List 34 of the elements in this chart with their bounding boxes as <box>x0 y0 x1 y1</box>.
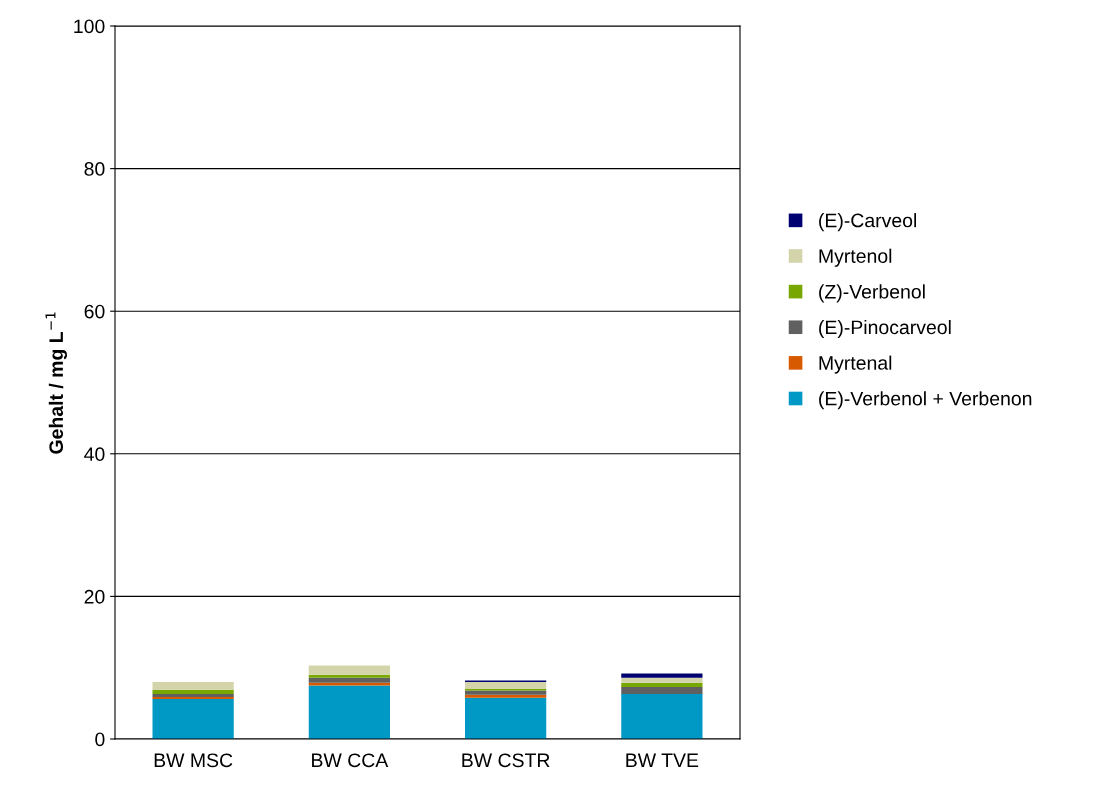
bar <box>621 682 703 687</box>
bar <box>621 694 703 739</box>
bar <box>465 681 547 690</box>
legend-label: Myrtenal <box>819 355 892 374</box>
bar <box>152 699 234 739</box>
bar <box>465 697 547 739</box>
x-tick-label: BW MSC <box>154 753 233 768</box>
legend-label: Myrtenol <box>819 248 892 267</box>
bar <box>308 685 390 739</box>
bar <box>621 677 703 683</box>
legend-label: (E)-Verbenol + Verbenon <box>819 391 1032 410</box>
bar <box>152 689 234 695</box>
y-axis-title: Gehalt / mg L$^{−1}$ <box>45 312 67 454</box>
x-tick-label: BW CSTR <box>462 753 550 768</box>
legend-label: (Z)-Verbenol <box>819 284 925 303</box>
x-tick-label: BW CCA <box>312 753 389 768</box>
bar <box>621 686 703 695</box>
bar <box>308 677 390 683</box>
bar <box>308 665 390 675</box>
bar <box>308 674 390 678</box>
legend-label: (E)-Pinocarveol <box>819 319 951 339</box>
bar <box>621 673 703 678</box>
bar <box>152 681 234 690</box>
legend-label: (E)-Carveol <box>819 213 917 232</box>
bar <box>465 694 547 698</box>
y-tick-label: 0 <box>95 732 105 747</box>
y-tick-label: 20 <box>84 589 105 604</box>
bar <box>465 690 547 695</box>
y-tick-label: 60 <box>84 304 105 319</box>
bar <box>308 682 390 686</box>
y-tick-label: 100 <box>74 19 105 34</box>
y-tick-label: 80 <box>84 162 105 176</box>
y-tick-label: 40 <box>84 447 105 462</box>
x-tick-label: BW TVE <box>626 753 699 767</box>
